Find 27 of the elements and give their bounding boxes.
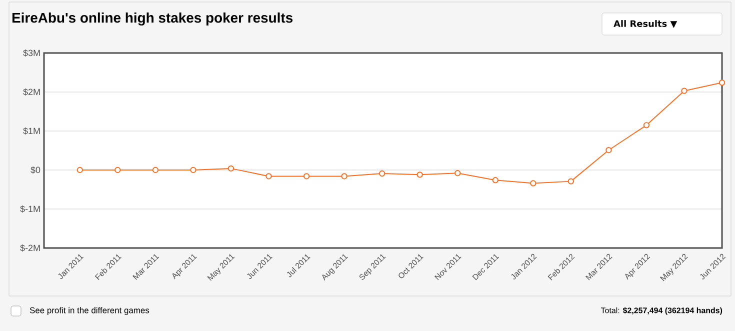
y-tick-label: $0 bbox=[30, 166, 40, 174]
y-tick-label: $-1M bbox=[20, 205, 40, 213]
point bbox=[454, 170, 461, 176]
text: All Results ▼ bbox=[614, 20, 678, 28]
point bbox=[568, 178, 574, 184]
point bbox=[718, 80, 726, 86]
y-tick-label: $3M bbox=[23, 49, 40, 57]
point bbox=[530, 180, 536, 186]
point bbox=[114, 166, 121, 174]
point bbox=[643, 122, 650, 128]
point bbox=[341, 173, 348, 180]
y-tick-label: $-2M bbox=[20, 244, 40, 252]
point bbox=[378, 170, 386, 177]
point bbox=[492, 177, 498, 184]
point bbox=[190, 166, 196, 174]
y-tick-label: $2M bbox=[23, 88, 40, 96]
point bbox=[266, 173, 272, 180]
chart-title: EireAbu's online high stakes poker results bbox=[12, 12, 293, 26]
point bbox=[228, 165, 234, 172]
point bbox=[416, 172, 423, 178]
point bbox=[681, 88, 688, 94]
point bbox=[76, 166, 83, 174]
point bbox=[303, 173, 310, 180]
text: See profit in the different games bbox=[30, 307, 150, 315]
point bbox=[606, 147, 612, 154]
point bbox=[152, 166, 159, 174]
y-tick-label: $1M bbox=[23, 127, 40, 135]
